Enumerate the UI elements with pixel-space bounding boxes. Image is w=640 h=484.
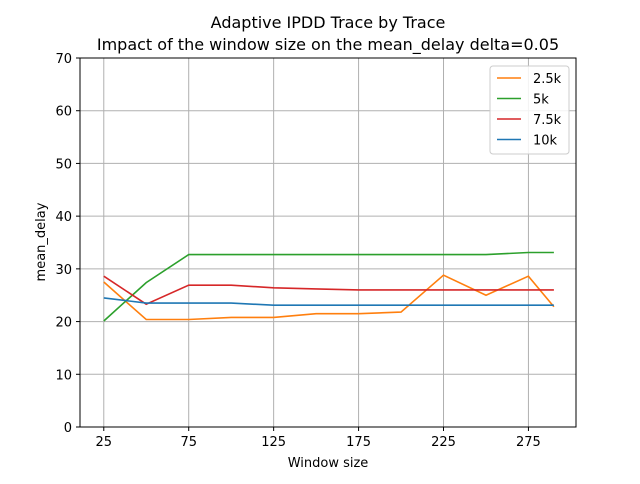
- y-tick-label: 40: [55, 210, 72, 225]
- series-line-5k: [103, 251, 554, 322]
- chart-subtitle: Impact of the window size on the mean_de…: [97, 35, 559, 55]
- legend: 2.5k 5k 7.5k 10k: [489, 65, 570, 155]
- y-tick-label: 70: [55, 52, 72, 67]
- legend-label: 2.5k: [533, 72, 562, 87]
- x-tick-label: 75: [180, 435, 197, 450]
- x-tick-label: 175: [346, 435, 371, 450]
- x-tick-label: 225: [431, 435, 456, 450]
- x-tick-label: 25: [96, 435, 113, 450]
- legend-label: 10k: [533, 134, 558, 149]
- y-tick-label: 0: [64, 421, 72, 436]
- series-layer: [103, 251, 555, 322]
- legend-label: 7.5k: [533, 113, 562, 128]
- x-tick-label: 275: [516, 435, 541, 450]
- y-axis-label: mean_delay: [34, 202, 49, 281]
- x-axis-label: Window size: [288, 456, 369, 471]
- y-tick-label: 60: [55, 105, 72, 120]
- series-line-2.5k: [103, 274, 555, 321]
- chart-title: Adaptive IPDD Trace by Trace: [211, 13, 446, 32]
- y-tick-label: 20: [55, 316, 72, 331]
- plot-frame: [79, 57, 577, 428]
- tick-layer: 25 75 125 175 225 275 0 10 20 30 40 50 60 70: [55, 52, 540, 450]
- y-tick-label: 10: [55, 368, 72, 383]
- legend-label: 5k: [533, 93, 549, 108]
- series-line-10k: [103, 297, 554, 307]
- y-tick-label: 30: [55, 263, 72, 278]
- y-tick-label: 50: [55, 157, 72, 172]
- legend-box: [489, 65, 570, 155]
- x-tick-label: 125: [261, 435, 286, 450]
- series-line-7.5k: [103, 275, 554, 306]
